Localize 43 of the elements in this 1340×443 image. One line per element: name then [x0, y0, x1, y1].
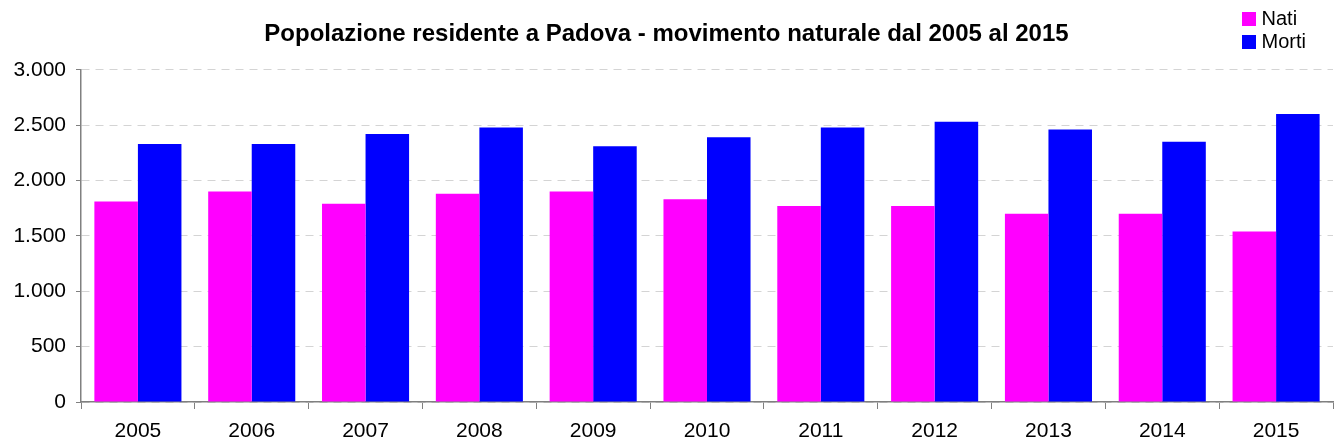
bar: [137, 143, 182, 402]
legend-label: Morti: [1261, 30, 1306, 53]
bar: [251, 143, 296, 402]
x-tick-label: 2015: [1252, 418, 1300, 442]
bar: [777, 206, 821, 402]
bar: [208, 191, 252, 402]
y-tick-label: 1.500: [13, 222, 66, 246]
legend-label: Nati: [1261, 7, 1298, 30]
bar: [1276, 114, 1320, 402]
x-tick-label: 2014: [1138, 418, 1186, 442]
bar: [1232, 231, 1277, 402]
bar: [1048, 129, 1092, 402]
y-tick-label: 2.500: [13, 111, 66, 135]
bar: [479, 127, 523, 402]
bar: [1004, 213, 1049, 402]
bar: [549, 191, 594, 402]
bar: [1118, 213, 1163, 402]
y-tick-label: 0: [54, 388, 66, 412]
chart-title: Popolazione residente a Padova - movimento naturale dal 2005 al 2015: [264, 19, 1069, 47]
x-tick-label: 2012: [911, 418, 958, 442]
x-tick-label: 2010: [683, 418, 731, 442]
bar: [593, 146, 637, 402]
bar: [365, 134, 410, 402]
y-tick-label: 3.000: [13, 56, 66, 80]
bar: [322, 203, 366, 402]
x-tick-label: 2009: [569, 418, 617, 442]
bar: [435, 193, 480, 402]
bar: [820, 127, 865, 402]
bar: [891, 206, 935, 402]
bar: [94, 201, 138, 402]
bar: [707, 137, 751, 402]
x-tick-label: 2013: [1025, 418, 1072, 442]
bar: [663, 199, 707, 402]
x-tick-label: 2006: [228, 418, 276, 442]
bar: [934, 121, 979, 402]
x-tick-label: 2011: [798, 418, 844, 442]
y-tick-label: 500: [30, 333, 66, 357]
x-tick-label: 2005: [114, 418, 162, 442]
x-tick-label: 2007: [342, 418, 389, 442]
y-tick-label: 2.000: [13, 167, 66, 191]
y-tick-label: 1.000: [13, 278, 66, 302]
bar: [1162, 141, 1206, 402]
x-tick-label: 2008: [456, 418, 503, 442]
